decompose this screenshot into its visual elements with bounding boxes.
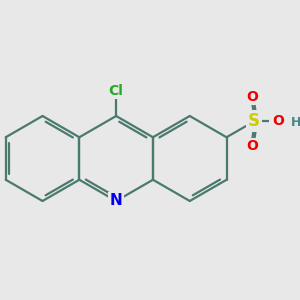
Text: S: S xyxy=(248,112,260,130)
Text: H: H xyxy=(291,116,300,129)
Text: O: O xyxy=(272,114,284,128)
Text: O: O xyxy=(246,90,258,104)
Text: N: N xyxy=(110,194,122,208)
Text: O: O xyxy=(246,139,258,153)
Text: Cl: Cl xyxy=(109,83,124,98)
